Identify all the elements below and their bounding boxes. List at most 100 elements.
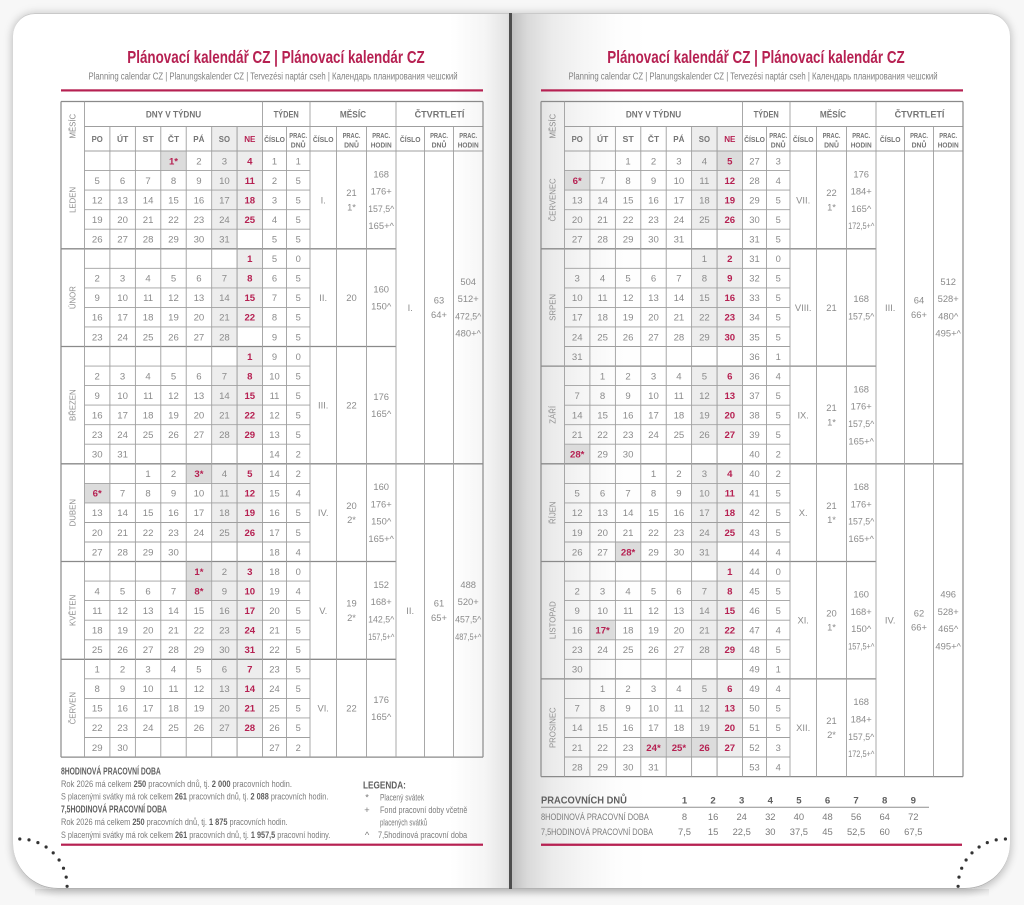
- svg-text:TÝDEN: TÝDEN: [274, 107, 299, 119]
- svg-text:28: 28: [117, 547, 128, 558]
- svg-text:48: 48: [822, 811, 832, 822]
- svg-text:24: 24: [117, 332, 128, 343]
- svg-text:2: 2: [95, 371, 100, 382]
- svg-text:25*: 25*: [672, 743, 687, 754]
- svg-text:172,5+^: 172,5+^: [848, 748, 874, 759]
- svg-text:14: 14: [219, 391, 230, 402]
- svg-text:44: 44: [749, 546, 759, 557]
- svg-text:IV.: IV.: [885, 615, 896, 626]
- svg-text:6*: 6*: [93, 489, 102, 500]
- svg-text:30: 30: [724, 332, 735, 343]
- svg-text:26: 26: [648, 645, 659, 656]
- svg-text:465^: 465^: [938, 623, 959, 634]
- svg-text:10: 10: [194, 489, 205, 500]
- svg-text:37: 37: [749, 390, 759, 401]
- svg-text:ČERVEN: ČERVEN: [68, 692, 77, 724]
- svg-text:22: 22: [244, 313, 255, 324]
- svg-text:11: 11: [169, 684, 179, 695]
- svg-text:24: 24: [572, 332, 583, 343]
- svg-text:DNY V TÝDNU: DNY V TÝDNU: [626, 108, 681, 120]
- svg-text:5: 5: [196, 665, 201, 676]
- svg-text:ÚT: ÚT: [117, 133, 129, 144]
- svg-text:2: 2: [222, 567, 227, 578]
- svg-text:15: 15: [724, 606, 735, 617]
- svg-text:DNŮ: DNŮ: [432, 139, 447, 149]
- svg-text:1: 1: [776, 664, 781, 675]
- svg-text:5: 5: [776, 644, 781, 655]
- svg-text:14: 14: [597, 195, 608, 206]
- svg-text:2: 2: [575, 586, 580, 597]
- svg-text:10: 10: [244, 586, 255, 597]
- svg-text:19: 19: [92, 215, 103, 226]
- svg-text:12: 12: [117, 606, 128, 617]
- svg-text:176: 176: [373, 391, 389, 402]
- svg-text:40: 40: [794, 811, 804, 822]
- svg-text:II.: II.: [406, 605, 414, 616]
- svg-text:19: 19: [699, 411, 710, 422]
- svg-text:PRAC.: PRAC.: [769, 132, 787, 140]
- svg-text:5: 5: [296, 605, 301, 616]
- svg-text:4: 4: [776, 175, 781, 186]
- svg-text:17: 17: [194, 508, 205, 519]
- svg-text:26: 26: [699, 743, 710, 754]
- svg-text:5: 5: [625, 274, 630, 285]
- svg-text:14: 14: [168, 606, 179, 617]
- svg-text:30: 30: [623, 450, 634, 461]
- svg-text:S placenými svátky má rok celk: S placenými svátky má rok celkem 261 pra…: [61, 829, 330, 840]
- svg-text:MĚSÍC: MĚSÍC: [820, 108, 847, 120]
- svg-text:176+: 176+: [371, 186, 393, 197]
- svg-text:45: 45: [749, 585, 759, 596]
- svg-text:165^: 165^: [371, 711, 392, 722]
- svg-text:21: 21: [143, 215, 154, 226]
- svg-text:8: 8: [247, 371, 253, 382]
- svg-text:11: 11: [92, 606, 102, 617]
- svg-text:49: 49: [749, 664, 759, 675]
- svg-text:HODIN: HODIN: [851, 142, 872, 149]
- svg-text:PRAC.: PRAC.: [939, 132, 957, 140]
- svg-text:3: 3: [120, 274, 125, 285]
- svg-text:18: 18: [244, 195, 255, 206]
- svg-text:DNŮ: DNŮ: [912, 139, 927, 149]
- svg-text:3: 3: [272, 194, 277, 205]
- svg-text:28: 28: [674, 332, 685, 343]
- svg-text:5: 5: [272, 234, 277, 245]
- svg-text:16: 16: [674, 508, 685, 519]
- svg-text:14: 14: [244, 684, 255, 695]
- svg-text:15: 15: [194, 606, 205, 617]
- svg-text:22: 22: [699, 313, 710, 324]
- svg-text:27: 27: [194, 332, 205, 343]
- svg-text:9: 9: [651, 176, 656, 187]
- svg-text:12: 12: [724, 176, 735, 187]
- svg-text:176: 176: [853, 168, 869, 179]
- svg-text:23: 23: [219, 626, 230, 637]
- svg-text:23: 23: [572, 645, 583, 656]
- svg-text:41: 41: [749, 488, 759, 499]
- svg-text:Plánovací kalendář CZ | Plánov: Plánovací kalendář CZ | Plánovací kalend…: [127, 48, 425, 67]
- svg-text:60: 60: [879, 826, 889, 837]
- svg-text:19: 19: [168, 411, 179, 422]
- svg-text:27: 27: [724, 430, 735, 441]
- svg-text:27: 27: [648, 332, 659, 343]
- svg-text:29: 29: [749, 194, 759, 205]
- svg-text:2*: 2*: [827, 729, 836, 740]
- svg-text:MĚSÍC: MĚSÍC: [68, 113, 77, 138]
- svg-text:ČT: ČT: [168, 133, 180, 144]
- svg-text:23: 23: [92, 332, 103, 343]
- svg-text:MĚSÍC: MĚSÍC: [548, 113, 557, 138]
- svg-text:2: 2: [296, 449, 301, 460]
- svg-text:19: 19: [623, 313, 634, 324]
- svg-text:168: 168: [853, 481, 869, 492]
- svg-text:19: 19: [269, 585, 279, 596]
- svg-text:512: 512: [940, 276, 956, 287]
- svg-text:72: 72: [908, 811, 918, 822]
- svg-text:1*: 1*: [827, 622, 836, 633]
- svg-text:44: 44: [749, 566, 759, 577]
- svg-text:0: 0: [776, 566, 781, 577]
- svg-text:1: 1: [625, 156, 630, 167]
- svg-text:HODIN: HODIN: [458, 142, 479, 149]
- svg-text:1: 1: [651, 469, 656, 480]
- svg-text:26: 26: [699, 430, 710, 441]
- svg-text:14: 14: [117, 508, 128, 519]
- svg-text:504: 504: [460, 276, 476, 287]
- svg-text:512+: 512+: [458, 293, 480, 304]
